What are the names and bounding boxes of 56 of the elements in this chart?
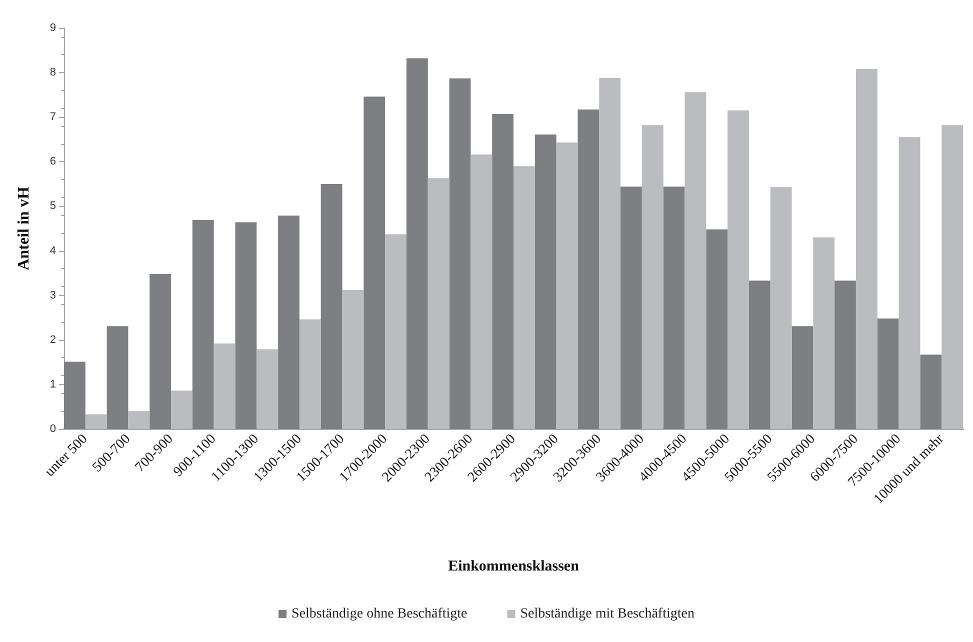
bar: [235, 222, 257, 429]
bar: [663, 186, 685, 429]
bar: [578, 110, 600, 429]
bar: [214, 343, 236, 429]
y-tick-label: 4: [50, 244, 56, 257]
bar: [684, 92, 706, 429]
bar: [320, 184, 342, 429]
bar: [342, 290, 364, 429]
x-axis-title: Einkommensklassen: [448, 558, 580, 574]
bar: [834, 280, 856, 429]
bar: [428, 178, 450, 429]
bar: [599, 78, 621, 429]
bar: [85, 414, 107, 429]
bar: [150, 274, 172, 429]
y-tick-label: 9: [50, 22, 56, 34]
bar: [898, 137, 920, 429]
y-tick-label: 2: [50, 334, 56, 346]
bar: [171, 390, 192, 429]
bar: [813, 237, 835, 429]
y-tick-label: 5: [50, 200, 56, 212]
bar: [364, 96, 386, 429]
bar: [728, 110, 749, 429]
bar: [470, 154, 492, 429]
y-tick-label: 6: [50, 156, 56, 168]
bar: [192, 220, 214, 429]
bar: [514, 166, 535, 429]
bar: [299, 319, 321, 429]
bar: [942, 125, 963, 429]
bar: [642, 125, 664, 429]
y-tick-label: 8: [50, 66, 56, 79]
bar: [278, 216, 300, 429]
bar: [856, 68, 878, 429]
bar: [128, 411, 150, 429]
y-tick-label: 1: [50, 378, 56, 390]
y-tick-label: 7: [50, 111, 56, 124]
legend-label: Selbständige mit Beschäftigten: [520, 606, 694, 622]
bar: [406, 58, 428, 429]
bar: [256, 349, 278, 429]
bar: [556, 142, 578, 429]
bar: [748, 280, 770, 429]
y-axis-title: Anteil in vH: [16, 186, 32, 270]
bar: [770, 187, 792, 429]
y-tick-label: 0: [50, 423, 56, 435]
bar: [534, 134, 556, 429]
bar: [492, 114, 514, 429]
bar: [385, 234, 406, 429]
bar: [106, 326, 128, 429]
bar: [920, 354, 942, 429]
legend-label: Selbständige ohne Beschäftigte: [292, 606, 468, 622]
bar: [792, 326, 814, 429]
bar: [877, 318, 899, 429]
bar: [706, 229, 728, 429]
y-tick-label: 3: [50, 289, 56, 302]
bar: [64, 362, 86, 429]
bar: [449, 78, 471, 429]
bar: [620, 186, 642, 429]
